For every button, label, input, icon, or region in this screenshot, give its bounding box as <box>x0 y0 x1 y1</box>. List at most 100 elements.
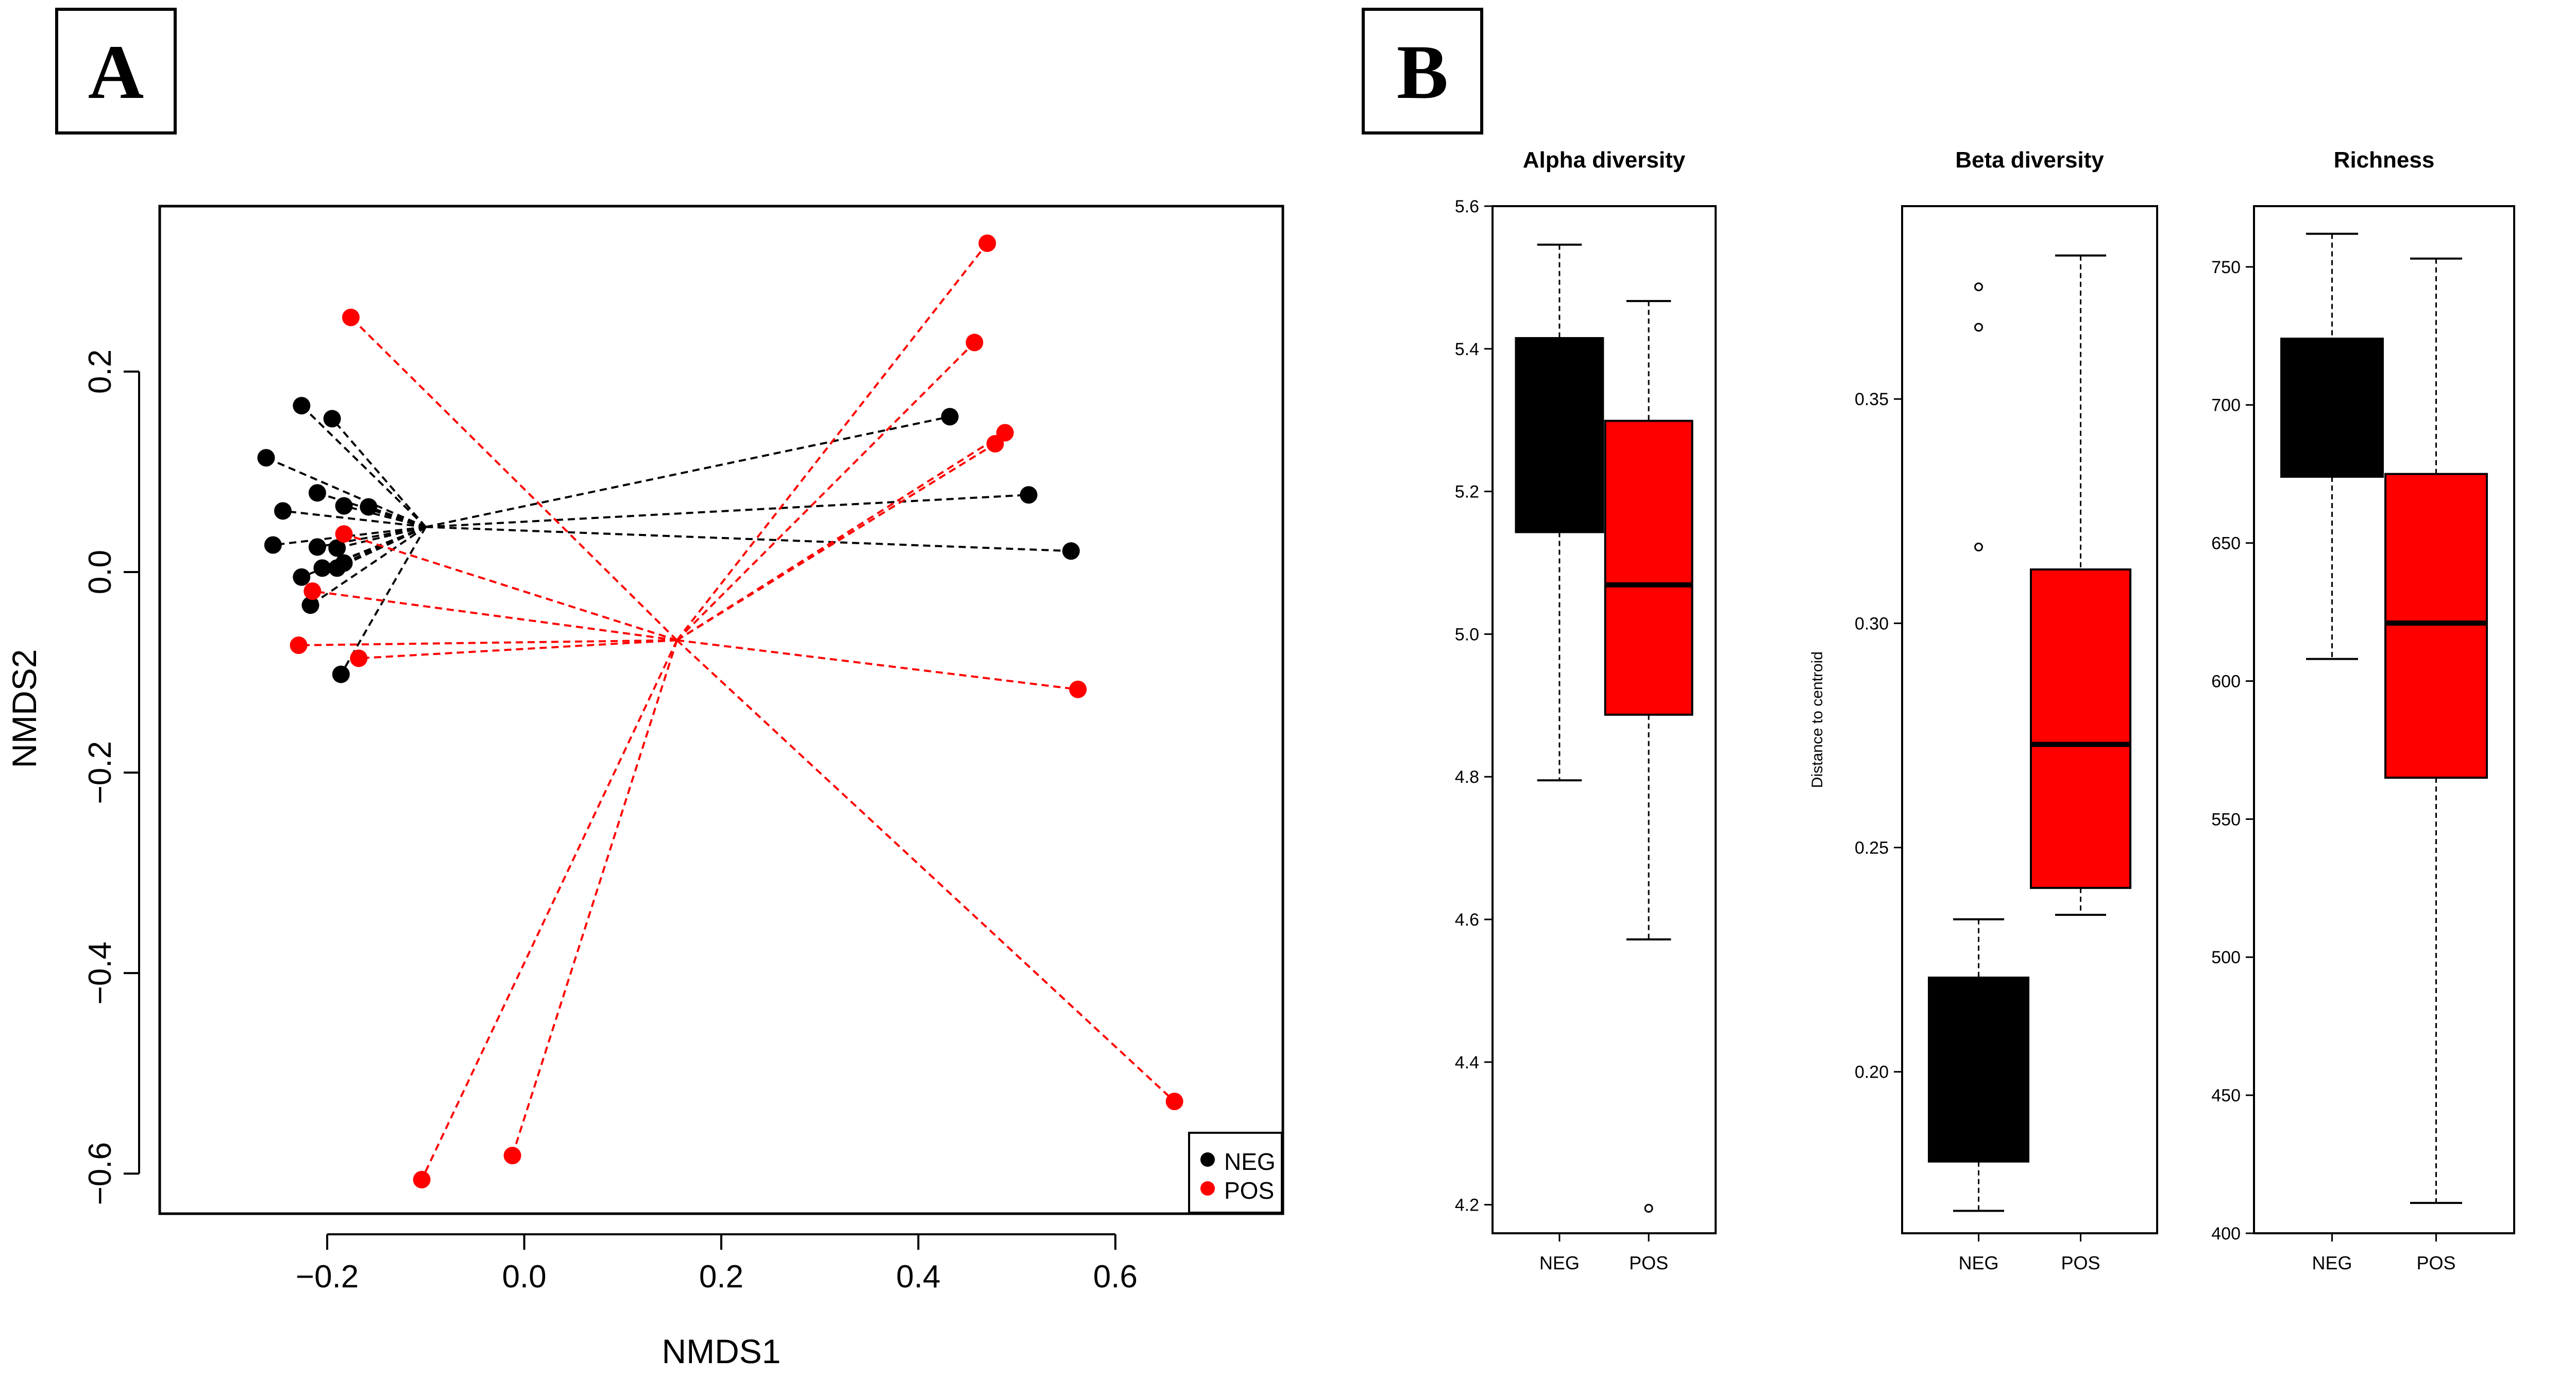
point-neg <box>332 665 350 683</box>
point-pos <box>986 435 1004 453</box>
boxplot-title: Beta diversity <box>1955 147 2104 173</box>
spoke-pos <box>420 640 678 1180</box>
point-pos <box>350 649 368 667</box>
outlier-neg <box>1974 282 1983 292</box>
richness-boxplot: Richness 400 450 500 550 600 650 700 750 NEG POS <box>2211 147 2515 1273</box>
spoke-pos <box>350 316 678 641</box>
y-tick-label: 0.35 <box>1855 390 1889 409</box>
x-tick-label: POS <box>2416 1252 2455 1273</box>
point-neg <box>1062 542 1080 560</box>
y-tick-label: 0.25 <box>1855 839 1889 858</box>
spoke-neg <box>426 526 1071 552</box>
boxplot-title: Richness <box>2334 147 2435 173</box>
point-neg <box>1020 486 1038 504</box>
x-tick-label: NEG <box>2312 1252 2352 1273</box>
point-neg <box>941 408 959 426</box>
x-tick-label: −0.2 <box>296 1259 359 1295</box>
legend-box <box>1188 1132 1283 1214</box>
point-neg <box>293 568 311 586</box>
alpha-diversity-boxplot: Alpha diversity 4.2 4.4 4.6 4.8 5.0 5.2 5.4 5.6 N… <box>1455 147 1717 1273</box>
point-neg <box>335 497 353 515</box>
y-tick-label: 650 <box>2211 534 2241 554</box>
x-tick-label: 0.2 <box>699 1259 743 1295</box>
y-tick-label: −0.4 <box>82 942 118 1004</box>
box-pos <box>2384 473 2488 779</box>
outlier-neg <box>1974 542 1983 551</box>
point-pos <box>965 333 984 351</box>
spoke-neg <box>344 505 426 528</box>
point-pos <box>290 636 308 655</box>
nmds-frame <box>158 205 1284 1215</box>
point-pos <box>1165 1093 1183 1111</box>
nmds-x-label: NMDS1 <box>662 1332 781 1370</box>
spoke-neg <box>368 506 426 528</box>
spoke-pos <box>312 590 677 642</box>
spoke-pos <box>676 342 975 641</box>
y-tick-label: 5.2 <box>1455 482 1479 502</box>
y-tick-label: 0.20 <box>1855 1063 1889 1082</box>
spoke-neg <box>425 415 951 528</box>
spoke-neg <box>300 405 427 528</box>
y-tick-label: 400 <box>2211 1224 2241 1244</box>
boxplot-y-label: Distance to centroid <box>1809 651 1826 788</box>
y-tick-label: 0.2 <box>82 349 118 394</box>
point-neg <box>293 397 311 415</box>
spoke-pos <box>676 639 1176 1102</box>
x-tick-label: 0.4 <box>896 1259 940 1295</box>
spoke-neg <box>336 526 426 549</box>
y-tick-label: −0.2 <box>82 741 118 804</box>
box-neg <box>1515 337 1604 533</box>
y-tick-label: 700 <box>2211 396 2241 415</box>
point-pos <box>1069 680 1087 698</box>
point-neg <box>274 502 292 520</box>
x-tick-label: POS <box>2061 1252 2100 1273</box>
y-tick-label: −0.6 <box>82 1142 118 1205</box>
y-tick-label: 5.0 <box>1455 625 1479 644</box>
nmds-spokes <box>265 242 1176 1180</box>
box-pos <box>1604 420 1693 716</box>
legend-pos-marker <box>1200 1181 1215 1196</box>
point-neg <box>264 536 282 554</box>
y-tick-label: 450 <box>2211 1086 2241 1105</box>
point-neg <box>323 410 341 428</box>
x-tick-label: 0.0 <box>502 1259 546 1295</box>
boxplot-frame <box>1901 205 2158 1234</box>
nmds-points <box>257 234 1183 1188</box>
nmds-y-axis: −0.6 −0.4 −0.2 0.0 0.2 <box>82 349 140 1205</box>
point-neg <box>308 538 326 556</box>
point-pos <box>503 1147 521 1165</box>
box-neg <box>2280 338 2384 478</box>
point-neg <box>313 559 331 577</box>
y-tick-label: 5.4 <box>1455 340 1479 359</box>
y-tick-label: 4.6 <box>1455 910 1479 930</box>
spoke-pos <box>676 443 996 642</box>
point-pos <box>303 582 321 600</box>
y-tick-label: 0.30 <box>1855 614 1889 633</box>
outlier-neg <box>1974 323 1983 332</box>
boxplot-frame <box>2253 205 2515 1234</box>
outlier-pos <box>1644 1204 1653 1213</box>
y-tick-label: 500 <box>2211 948 2241 967</box>
x-tick-label: POS <box>1629 1252 1668 1273</box>
box-pos <box>2029 568 2132 889</box>
point-pos <box>335 525 353 543</box>
legend-neg-marker <box>1200 1152 1215 1167</box>
y-tick-label: 4.2 <box>1455 1196 1479 1215</box>
spoke-neg <box>282 510 426 528</box>
x-tick-label: NEG <box>1958 1252 1998 1273</box>
point-neg <box>328 539 346 557</box>
spoke-pos <box>343 533 677 642</box>
spoke-pos <box>359 639 677 660</box>
x-tick-label: 0.6 <box>1093 1259 1138 1295</box>
point-neg <box>308 484 326 502</box>
spoke-pos <box>676 639 1078 691</box>
spoke-pos <box>298 639 677 647</box>
spoke-pos <box>511 640 678 1156</box>
y-tick-label: 0.0 <box>82 550 118 594</box>
spoke-neg <box>331 418 427 528</box>
panel-b-label-box: B <box>1362 8 1483 135</box>
panel-b-label: B <box>1397 29 1448 115</box>
nmds-plot: −0.2 0.0 0.2 0.4 0.6 −0.6 −0.4 −0.2 0.0 0.2 NMDS… <box>5 205 1284 1370</box>
boxplot-title: Alpha diversity <box>1523 147 1686 173</box>
